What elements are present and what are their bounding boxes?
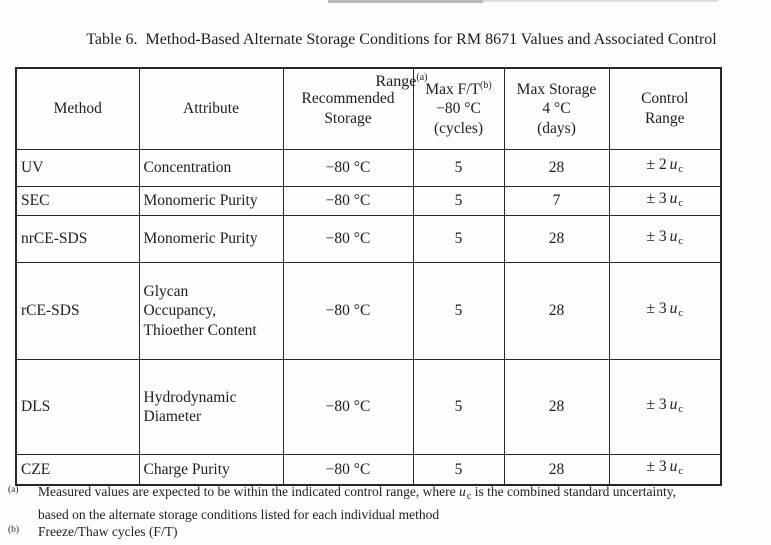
attribute-cell: Glycan Occupancy, Thioether Content [138, 262, 284, 360]
footnote-b: (b) Freeze/Thaw cycles (F/T) [8, 523, 768, 541]
uncertainty-symbol: u [669, 156, 678, 174]
table-row: nrCE-SDS Monomeric Purity −80 °C 5 28 ± … [15, 215, 722, 263]
table-row: UV Concentration −80 °C 5 28 ± 2 uc [15, 148, 722, 187]
uncertainty-symbol: u [669, 395, 678, 413]
cycles-cell: 5 [412, 262, 505, 360]
storage-cell: −80 °C [282, 185, 414, 216]
storage-conditions-table: Method Attribute Recommended Storage Max… [15, 67, 722, 486]
days-cell: 7 [503, 185, 610, 216]
footnote-b-text: Freeze/Thaw cycles (F/T) [38, 524, 178, 539]
method-cell: nrCE-SDS [15, 215, 140, 263]
attribute-cell: Monomeric Purity [138, 185, 284, 216]
days-cell: 28 [503, 454, 610, 485]
col-header-recommended-storage: Recommended Storage [282, 67, 414, 150]
uncertainty-symbol: u [669, 189, 678, 207]
uncertainty-symbol: u [669, 227, 678, 245]
footnote-a: (a) Measured values are expected to be w… [8, 483, 768, 523]
table-row: rCE-SDS Glycan Occupancy, Thioether Cont… [15, 262, 722, 360]
col-header-attribute: Attribute [138, 67, 284, 150]
control-range-cell: ± 2 uc [608, 148, 722, 187]
days-cell: 28 [503, 215, 610, 263]
col-header-max-storage: Max Storage 4 °C (days) [503, 67, 610, 150]
days-cell: 28 [503, 148, 610, 187]
footnote-a-marker: (a) [8, 485, 19, 495]
table-caption-line1: Table 6. Method-Based Alternate Storage … [86, 31, 717, 48]
attribute-cell: Charge Purity [138, 454, 284, 485]
header-row: Method Attribute Recommended Storage Max… [15, 67, 722, 150]
footnote-a-line1: Measured values are expected to be withi… [38, 484, 676, 502]
attribute-cell: Hydrodynamic Diameter [138, 359, 284, 455]
days-cell: 28 [503, 262, 610, 360]
control-range-cell: ± 3 uc [608, 215, 722, 263]
days-cell: 28 [503, 359, 610, 455]
storage-cell: −80 °C [282, 262, 414, 360]
storage-cell: −80 °C [282, 215, 414, 263]
table-row: SEC Monomeric Purity −80 °C 5 7 ± 3 uc [15, 185, 722, 216]
table-row: DLS Hydrodynamic Diameter −80 °C 5 28 ± … [15, 359, 722, 455]
footnotes: (a) Measured values are expected to be w… [8, 483, 768, 541]
uncertainty-symbol: u [669, 299, 678, 317]
cycles-cell: 5 [412, 454, 505, 485]
storage-cell: −80 °C [282, 359, 414, 455]
method-cell: UV [15, 148, 140, 187]
storage-cell: −80 °C [282, 454, 414, 485]
cycles-cell: 5 [412, 215, 505, 263]
method-cell: SEC [15, 185, 140, 216]
col-header-control-range: Control Range [608, 67, 722, 150]
method-cell: DLS [15, 359, 140, 455]
control-range-cell: ± 3 uc [608, 454, 722, 485]
max-ft-label: Max F/T [425, 80, 480, 98]
cycles-cell: 5 [412, 359, 505, 455]
footnote-a-line2: based on the alternate storage condition… [38, 506, 440, 522]
control-range-cell: ± 3 uc [608, 185, 722, 216]
table-row: CZE Charge Purity −80 °C 5 28 ± 3 uc [15, 454, 722, 485]
col-header-method: Method [15, 67, 140, 150]
attribute-cell: Concentration [138, 148, 284, 187]
method-cell: CZE [15, 454, 140, 485]
uncertainty-symbol: u [458, 484, 466, 499]
cycles-cell: 5 [412, 185, 505, 216]
storage-cell: −80 °C [282, 148, 414, 187]
method-cell: rCE-SDS [15, 262, 140, 360]
scan-artifact [328, 0, 483, 3]
uncertainty-symbol: u [669, 458, 678, 475]
footnote-b-marker: (b) [8, 525, 20, 535]
control-range-cell: ± 3 uc [608, 262, 722, 360]
footnote-b-ref: (b) [480, 79, 492, 91]
cycles-cell: 5 [412, 148, 505, 187]
attribute-cell: Monomeric Purity [138, 215, 284, 263]
col-header-max-ft: Max F/T(b) −80 °C (cycles) [412, 67, 505, 150]
scan-artifact [483, 0, 718, 2]
control-range-cell: ± 3 uc [608, 359, 722, 455]
max-ft-sublabel: −80 °C (cycles) [433, 100, 484, 137]
